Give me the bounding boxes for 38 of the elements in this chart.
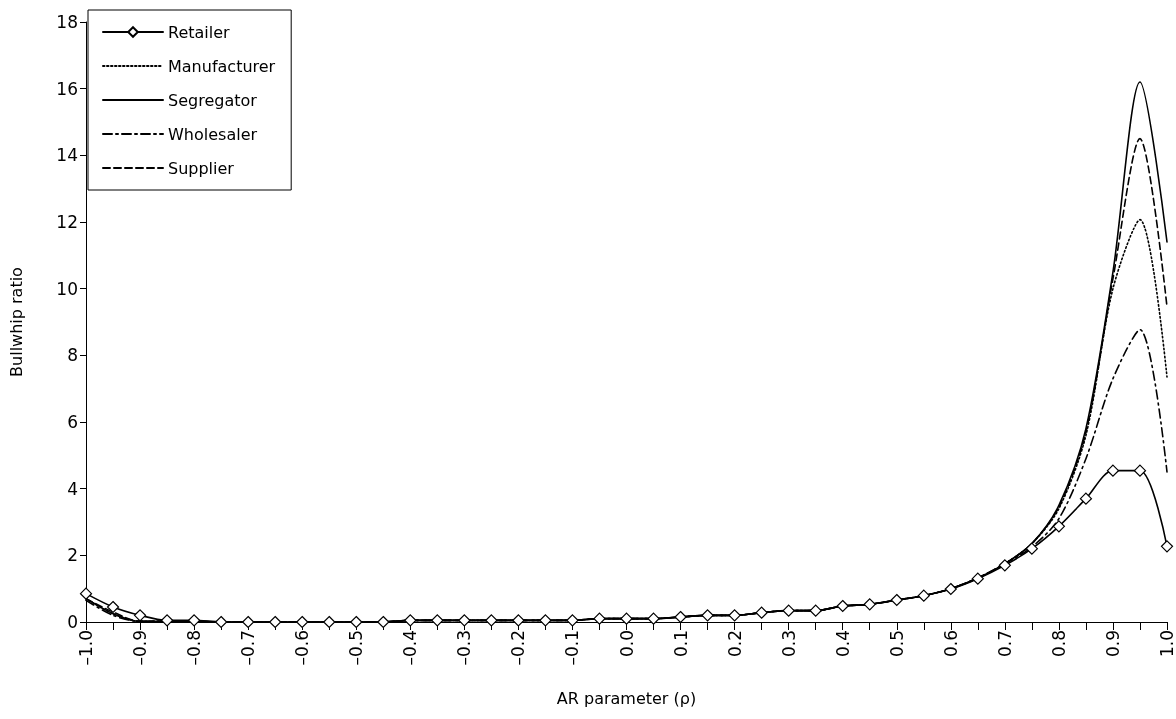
x-tick-label: 0.2: [724, 630, 745, 658]
x-tick-label: 0.8: [1048, 630, 1069, 658]
x-axis-title: AR parameter (ρ): [556, 688, 697, 708]
x-tick-label: –0.4: [400, 630, 421, 666]
x-tick-label: 0.7: [994, 630, 1015, 658]
x-tick-label: 0.5: [886, 630, 907, 658]
x-tick-label: –0.8: [184, 630, 205, 666]
y-tick-label: 12: [56, 212, 78, 232]
legend-label: Segregator: [168, 90, 258, 110]
x-tick-label: –1.0: [76, 630, 96, 666]
x-tick-label: –0.6: [292, 630, 313, 666]
x-tick-label: 0.3: [778, 630, 799, 658]
x-tick-label: 0.6: [940, 630, 961, 658]
y-tick-label: 6: [67, 412, 78, 432]
x-tick-label: –0.3: [454, 630, 475, 666]
x-tick-label: 0.9: [1102, 630, 1123, 658]
y-tick-label: 4: [67, 478, 78, 499]
y-tick-label: 0: [67, 612, 78, 632]
x-tick-label: –0.1: [562, 630, 583, 666]
x-tick-label: –0.7: [238, 630, 259, 666]
y-axis-title: Bullwhip ratio: [6, 267, 26, 377]
y-tick-label: 2: [67, 545, 78, 566]
legend-label: Manufacturer: [168, 56, 276, 76]
x-tick-label: –0.5: [346, 630, 367, 666]
y-tick-label: 8: [67, 345, 78, 366]
x-tick-label: 0.1: [670, 630, 691, 658]
y-tick-label: 18: [56, 12, 78, 32]
x-tick-label: –0.9: [130, 630, 151, 666]
x-tick-label: 0.4: [832, 630, 853, 658]
x-tick-label: –0.2: [508, 630, 529, 666]
legend-label: Retailer: [168, 22, 231, 42]
x-tick-label: 1.0: [1157, 630, 1176, 658]
x-tick-label: 0.0: [616, 630, 637, 658]
legend-label: Supplier: [168, 158, 235, 178]
y-tick-label: 10: [56, 278, 78, 299]
y-tick-label: 16: [56, 78, 78, 99]
y-tick-label: 14: [56, 145, 78, 166]
legend-label: Wholesaler: [168, 124, 258, 144]
